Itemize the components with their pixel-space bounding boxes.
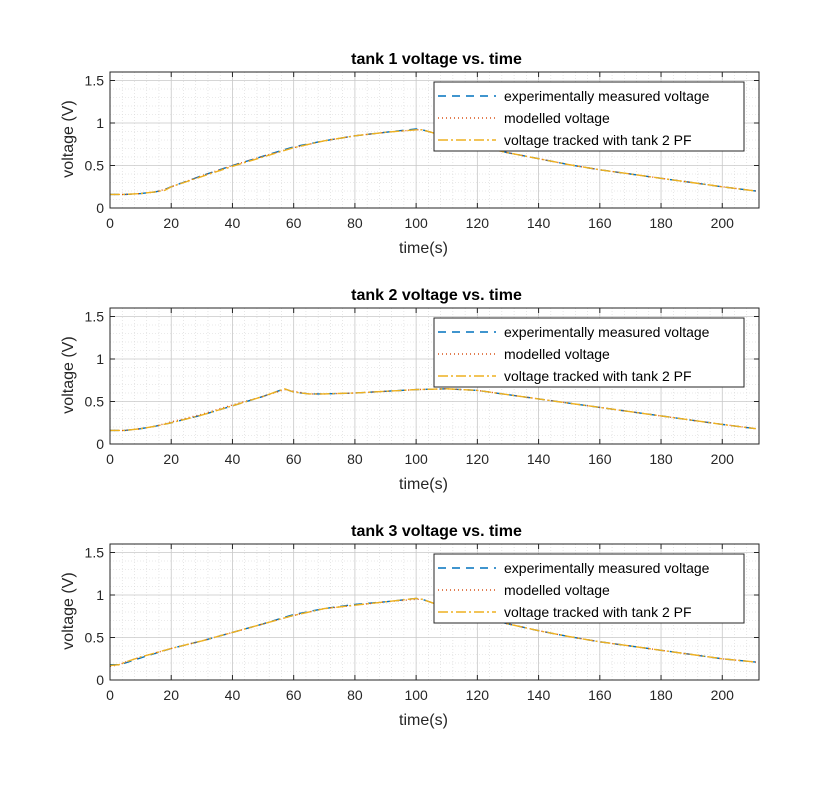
- x-tick-label: 160: [588, 215, 612, 231]
- legend-label-1: experimentally measured voltage: [504, 324, 710, 340]
- x-axis-label: time(s): [399, 712, 448, 729]
- series-line-3: [110, 129, 756, 196]
- x-tick-label: 80: [347, 687, 363, 703]
- x-tick-label: 200: [711, 451, 735, 467]
- chart-panel-2: 0 20 40 60 80 100 120 140 160 180 200 0 0.5 1 1.5 tank …: [60, 287, 760, 493]
- y-tick-label: 0: [96, 672, 104, 688]
- chart-title: tank 3 voltage vs. time: [351, 523, 522, 540]
- x-tick-label: 0: [106, 215, 114, 231]
- axes-box: [109, 71, 760, 209]
- legend-box: [433, 553, 745, 624]
- y-tick-label: 1: [96, 351, 104, 367]
- y-axis-label: voltage (V): [60, 100, 77, 177]
- legend-label-3: voltage tracked with tank 2 PF: [504, 132, 692, 148]
- legend-box: [433, 317, 745, 388]
- y-axis-label: voltage (V): [60, 336, 77, 413]
- x-tick-label: 160: [588, 451, 612, 467]
- x-tick-label: 140: [527, 215, 551, 231]
- series-line-3: [110, 388, 756, 432]
- x-tick-label: 100: [404, 451, 428, 467]
- x-tick-label: 60: [286, 451, 302, 467]
- x-tick-label: 0: [106, 451, 114, 467]
- legend-label-2: modelled voltage: [504, 582, 610, 598]
- x-tick-label: 20: [163, 687, 179, 703]
- legend: experimentally measured voltage modelled …: [433, 553, 745, 624]
- x-tick-label: 120: [466, 451, 490, 467]
- x-tick-label: 80: [347, 215, 363, 231]
- legend-label-2: modelled voltage: [504, 110, 610, 126]
- chart-panel-1: 0 20 40 60 80 100 120 140 160 180 200 0 0.5 1 1.5 tank …: [60, 51, 760, 257]
- legend-box: [433, 81, 745, 152]
- tick-marks: [109, 308, 759, 445]
- x-tick-label: 40: [225, 687, 241, 703]
- y-tick-label: 0.5: [85, 630, 105, 646]
- x-tick-label: 100: [404, 687, 428, 703]
- x-tick-label: 80: [347, 451, 363, 467]
- x-tick-label: 180: [649, 215, 673, 231]
- legend-label-1: experimentally measured voltage: [504, 560, 710, 576]
- x-tick-label: 140: [527, 451, 551, 467]
- y-tick-label: 0: [96, 436, 104, 452]
- x-tick-label: 180: [649, 687, 673, 703]
- x-tick-label: 20: [163, 215, 179, 231]
- chart-title: tank 1 voltage vs. time: [351, 51, 522, 68]
- legend-label-3: voltage tracked with tank 2 PF: [504, 604, 692, 620]
- x-tick-label: 100: [404, 215, 428, 231]
- x-tick-label: 60: [286, 215, 302, 231]
- y-tick-label: 1.5: [85, 309, 105, 325]
- tick-marks: [109, 544, 759, 681]
- y-axis-label: voltage (V): [60, 572, 77, 649]
- x-tick-label: 200: [711, 215, 735, 231]
- legend-label-1: experimentally measured voltage: [504, 88, 710, 104]
- x-tick-label: 20: [163, 451, 179, 467]
- x-tick-label: 40: [225, 215, 241, 231]
- y-tick-label: 0.5: [85, 158, 105, 174]
- y-tick-label: 0: [96, 200, 104, 216]
- x-tick-label: 200: [711, 687, 735, 703]
- x-tick-label: 140: [527, 687, 551, 703]
- legend-label-2: modelled voltage: [504, 346, 610, 362]
- chart-title: tank 2 voltage vs. time: [351, 287, 522, 304]
- x-axis-label: time(s): [399, 240, 448, 257]
- legend-label-3: voltage tracked with tank 2 PF: [504, 368, 692, 384]
- y-tick-label: 1.5: [85, 73, 105, 89]
- x-tick-label: 120: [466, 215, 490, 231]
- axes-box: [109, 543, 760, 681]
- chart-panel-3: 0 20 40 60 80 100 120 140 160 180 200 0 0.5 1 1.5 tank …: [60, 523, 760, 729]
- series-line-3: [109, 597, 756, 667]
- x-tick-label: 40: [225, 451, 241, 467]
- y-tick-label: 1.5: [85, 545, 105, 561]
- y-tick-label: 1: [96, 115, 104, 131]
- legend: experimentally measured voltage modelled …: [433, 81, 745, 152]
- x-tick-label: 120: [466, 687, 490, 703]
- x-tick-label: 160: [588, 687, 612, 703]
- tick-marks: [109, 72, 759, 209]
- x-tick-label: 180: [649, 451, 673, 467]
- y-tick-label: 0.5: [85, 394, 105, 410]
- legend: experimentally measured voltage modelled …: [433, 317, 745, 388]
- y-tick-label: 1: [96, 587, 104, 603]
- x-tick-label: 0: [106, 687, 114, 703]
- axes-box: [109, 307, 760, 445]
- x-tick-label: 60: [286, 687, 302, 703]
- x-axis-label: time(s): [399, 476, 448, 493]
